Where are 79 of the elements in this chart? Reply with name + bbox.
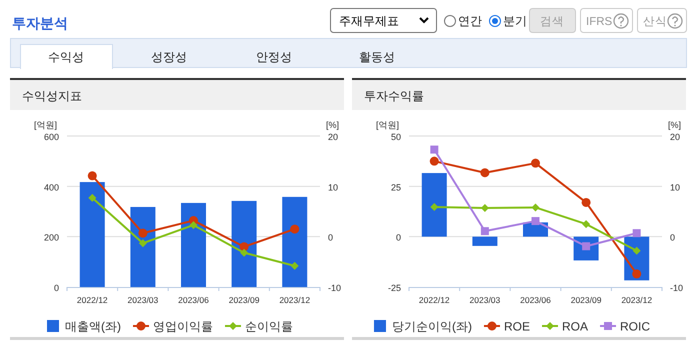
point — [532, 217, 540, 226]
chart-title: 수익성지표 — [22, 89, 82, 103]
bar — [130, 206, 156, 287]
y2-tick-label: 0 — [670, 232, 676, 243]
point — [190, 221, 198, 230]
point — [582, 220, 590, 228]
legend-label: 영업이익률 — [153, 320, 213, 334]
y-tick-label: 25 — [390, 182, 401, 192]
legend-label: ROA — [562, 320, 588, 334]
y-tick-label: 50 — [390, 132, 401, 142]
x-tick-label: 2023/03 — [470, 295, 501, 305]
x-tick-label: 2023/12 — [621, 295, 652, 305]
legend-label: 당기순이익(좌) — [392, 320, 472, 334]
point — [531, 158, 540, 168]
y2-tick-label: -10 — [328, 283, 342, 293]
x-tick-label: 2023/03 — [128, 295, 159, 305]
x-tick-label: 2022/12 — [76, 295, 108, 305]
text: IFRS — [586, 16, 613, 28]
text: 주재무제표 — [339, 14, 399, 28]
point — [532, 203, 540, 212]
point — [632, 269, 642, 278]
y2-tick-label: 20 — [670, 132, 680, 142]
y2-axis-title: [%] — [326, 120, 340, 130]
point — [240, 248, 248, 257]
point — [138, 239, 147, 248]
bar — [472, 236, 498, 246]
bar — [232, 200, 257, 287]
point — [430, 156, 439, 166]
y-tick-label: 600 — [44, 132, 59, 142]
point — [138, 228, 148, 238]
bar — [282, 196, 308, 287]
text: 안정성 — [256, 50, 292, 64]
text: 연간 — [458, 14, 482, 28]
y-axis-title: [억원] — [376, 120, 399, 130]
point — [430, 146, 438, 154]
point — [88, 194, 96, 202]
point — [480, 227, 489, 236]
point — [480, 168, 490, 178]
point — [88, 171, 97, 180]
y2-tick-label: 10 — [328, 182, 338, 192]
point — [480, 204, 489, 212]
y2-tick-label: -10 — [670, 283, 684, 293]
x-tick-label: 2023/09 — [228, 295, 260, 305]
y2-tick-label: 20 — [328, 132, 338, 142]
point — [430, 202, 438, 211]
y-tick-label: 0 — [54, 283, 59, 293]
point — [632, 246, 641, 255]
text: 수익성 — [48, 50, 84, 64]
bar — [80, 182, 105, 287]
legend-label: ROE — [504, 320, 530, 334]
x-tick-label: 2022/12 — [418, 295, 450, 305]
text: 검색 — [540, 16, 564, 28]
bar — [181, 202, 206, 287]
y-tick-label: 200 — [44, 232, 59, 243]
text: 투자분석 — [12, 15, 68, 31]
legend-label: 매출액(좌) — [65, 320, 121, 334]
text: 분기 — [503, 14, 527, 28]
y2-tick-label: 0 — [328, 232, 334, 243]
bar — [422, 173, 447, 237]
y-tick-label: 0 — [396, 232, 401, 243]
point — [632, 229, 641, 238]
point — [290, 224, 300, 234]
x-tick-label: 2023/12 — [279, 295, 310, 305]
text: 산식 — [643, 16, 667, 28]
text: 활동성 — [359, 50, 395, 64]
x-tick-label: 2023/06 — [520, 295, 552, 305]
x-tick-label: 2023/06 — [178, 295, 210, 305]
chart-title: 투자수익률 — [364, 89, 424, 103]
y-axis-title: [억원] — [34, 120, 57, 130]
x-tick-label: 2023/09 — [570, 295, 602, 305]
point — [582, 198, 591, 207]
point — [290, 262, 299, 270]
text: 성장성 — [151, 50, 187, 64]
y2-tick-label: 10 — [670, 182, 680, 192]
y-tick-label: 400 — [44, 182, 59, 192]
legend-label: ROIC — [620, 320, 650, 334]
y-tick-label: -25 — [388, 283, 401, 293]
y2-axis-title: [%] — [668, 120, 682, 130]
legend-label: 순이익률 — [245, 320, 293, 334]
